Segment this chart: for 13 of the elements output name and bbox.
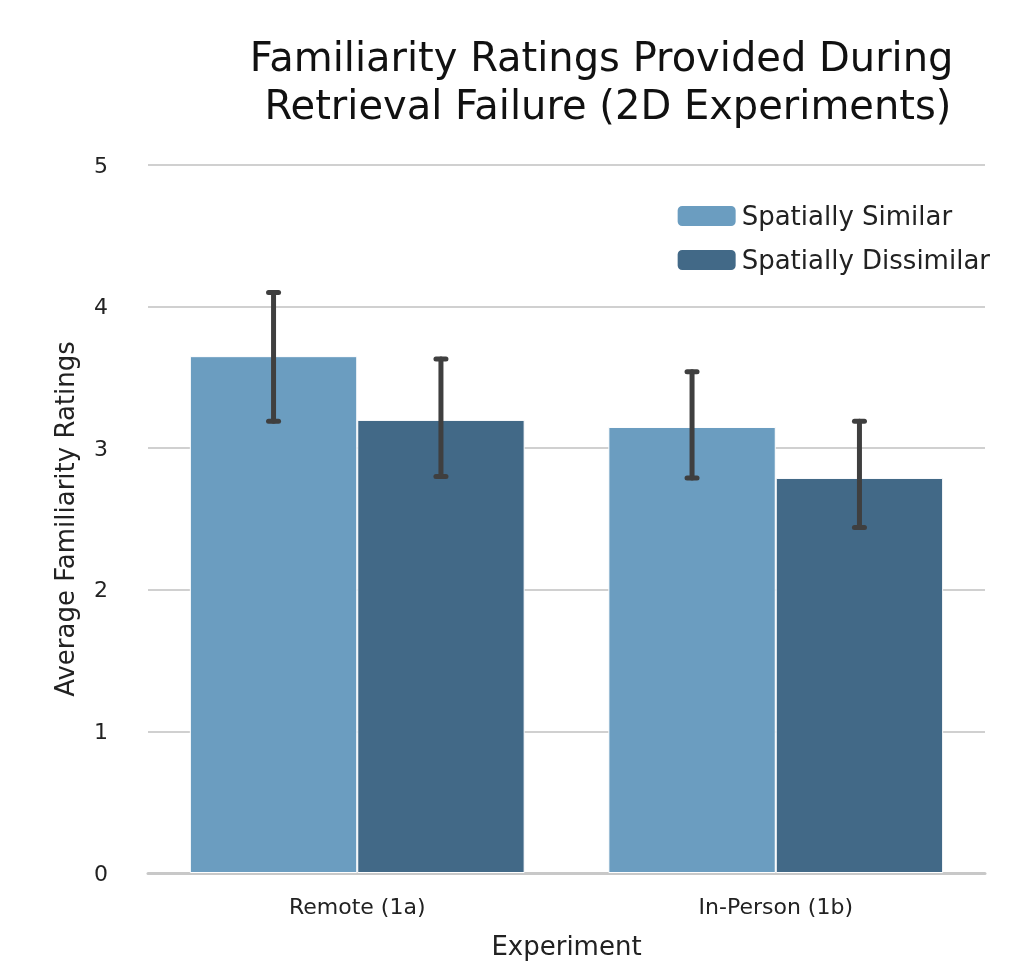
y-tick-label: 2 [94,577,108,603]
x-axis-title: Experiment [491,931,642,961]
y-tick-label: 0 [94,860,108,886]
y-axis-title: Average Familiarity Ratings [50,341,80,697]
y-tick-label: 3 [94,435,108,461]
chart-title: Familiarity Ratings Provided During Retrieval Failure (2D Experiments) [249,34,967,128]
legend-label: Spatially Dissimilar [741,245,991,275]
legend-label: Spatially Similar [741,201,953,231]
x-tick-label: Remote (1a) [288,893,426,919]
y-tick-label: 1 [94,718,108,744]
x-tick-label: In-Person (1b) [698,893,853,919]
y-tick-label: 5 [94,152,108,178]
y-tick-label: 4 [94,294,108,320]
